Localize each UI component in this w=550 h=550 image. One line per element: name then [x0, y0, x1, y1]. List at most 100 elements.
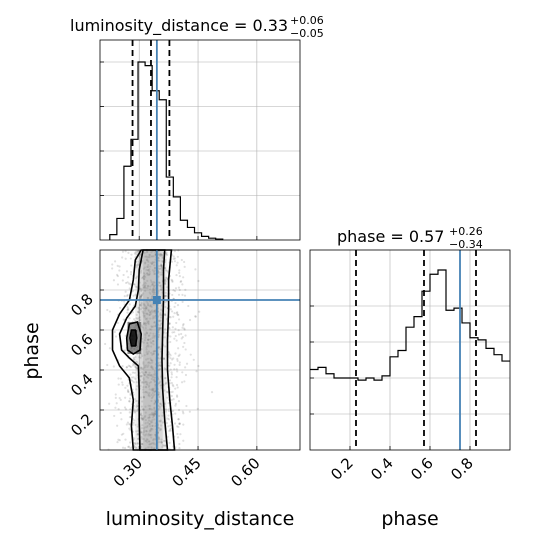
joint-sample-point — [146, 273, 149, 277]
joint-sample-point — [147, 334, 150, 338]
joint-sample-point — [166, 269, 169, 273]
joint-sample-point — [168, 441, 171, 445]
joint-sample-point — [142, 327, 145, 330]
joint-xtick-label-1: 0.45 — [169, 454, 205, 490]
joint-sample-point — [111, 267, 114, 270]
joint-sample-point — [165, 381, 168, 384]
joint-sample-point — [157, 335, 160, 338]
joint-sample-point — [153, 266, 156, 270]
joint-sample-point — [146, 331, 149, 335]
joint-sample-point — [125, 366, 129, 369]
joint-sample-point — [152, 303, 155, 306]
joint-sample-point — [151, 367, 155, 371]
joint-sample-point — [166, 417, 169, 420]
joint-sample-point — [143, 373, 146, 377]
joint-sample-point — [134, 377, 137, 380]
joint-sample-point — [175, 368, 178, 371]
joint-sample-point — [148, 407, 151, 411]
joint-sample-point — [148, 407, 152, 410]
joint-sample-point — [142, 386, 145, 389]
joint-sample-point — [141, 418, 145, 421]
joint-sample-point — [146, 250, 149, 253]
joint-sample-point — [143, 314, 146, 317]
joint-sample-point — [124, 408, 128, 411]
phase-hist-step — [310, 269, 510, 381]
joint-sample-point — [164, 305, 167, 309]
joint-sample-point — [147, 385, 150, 388]
joint-sample-point — [136, 442, 139, 445]
joint-sample-point — [140, 417, 143, 420]
joint-sample-point — [138, 315, 141, 319]
joint-sample-point — [140, 301, 143, 304]
joint-sample-point — [135, 264, 138, 267]
joint-sample-point — [160, 327, 163, 330]
joint-sample-point — [147, 321, 150, 324]
joint-sample-point — [145, 390, 148, 393]
joint-sample-point — [136, 404, 139, 407]
joint-sample-point — [147, 350, 150, 353]
joint-sample-point — [145, 430, 148, 433]
joint-sample-point — [133, 364, 136, 367]
joint-sample-point — [132, 318, 136, 321]
joint-sample-point — [142, 408, 145, 411]
joint-sample-point — [160, 326, 163, 330]
joint-sample-point — [160, 441, 164, 444]
joint-sample-point — [116, 274, 119, 278]
joint-sample-point — [126, 384, 129, 387]
joint-sample-point — [150, 442, 153, 445]
joint-sample-point — [142, 362, 145, 365]
phase-hist-xlabel: phase — [381, 508, 438, 530]
joint-sample-point — [148, 291, 151, 294]
joint-sample-point — [145, 346, 148, 349]
joint-sample-point — [144, 366, 147, 369]
joint-sample-point — [126, 281, 129, 284]
joint-sample-point — [160, 265, 163, 268]
joint-sample-point — [154, 399, 157, 402]
joint-sample-point — [152, 315, 155, 318]
joint-sample-point — [158, 407, 161, 410]
joint-contours — [111, 249, 176, 451]
joint-sample-point — [132, 356, 135, 359]
joint-sample-point — [126, 311, 129, 314]
joint-sample-point — [152, 389, 155, 392]
joint-sample-point — [157, 257, 160, 260]
joint-sample-point — [168, 407, 171, 411]
joint-sample-point — [148, 440, 151, 443]
joint-sample-point — [143, 281, 146, 284]
joint-sample-point — [153, 334, 157, 337]
joint-sample-point — [133, 252, 137, 255]
joint-sample-point — [145, 426, 149, 429]
joint-sample-point — [145, 318, 148, 321]
joint-sample-point — [135, 277, 138, 280]
joint-sample-point — [172, 255, 175, 258]
joint-sample-point — [148, 371, 151, 374]
joint-sample-point — [128, 282, 131, 285]
joint-sample-point — [149, 345, 153, 348]
joint-sample-point — [128, 317, 131, 320]
joint-sample-point — [158, 253, 161, 256]
luminosity-distance-hist-title-sub: −0.05 — [290, 27, 324, 40]
joint-sample-point — [176, 436, 180, 439]
joint-sample-point — [163, 336, 166, 339]
joint-sample-point — [153, 284, 156, 287]
joint-sample-point — [173, 337, 176, 340]
joint-sample-point — [153, 321, 156, 324]
joint-sample-point — [164, 328, 167, 331]
joint-sample-point — [151, 289, 155, 292]
joint-sample-point — [181, 283, 184, 286]
joint-sample-point — [188, 318, 192, 322]
joint-sample-point — [171, 279, 174, 282]
joint-sample-point — [170, 376, 173, 379]
joint-sample-point — [114, 335, 118, 338]
joint-sample-point — [147, 373, 150, 376]
joint-sample-point — [108, 402, 111, 405]
joint-sample-point — [176, 370, 179, 373]
joint-sample-point — [151, 413, 154, 416]
joint-sample-point — [178, 447, 181, 450]
joint-sample-point — [153, 413, 156, 416]
joint-sample-point — [163, 389, 166, 392]
joint-sample-point — [136, 317, 139, 320]
joint-sample-point — [140, 414, 144, 417]
joint-sample-point — [141, 293, 144, 296]
joint-sample-point — [194, 268, 197, 271]
